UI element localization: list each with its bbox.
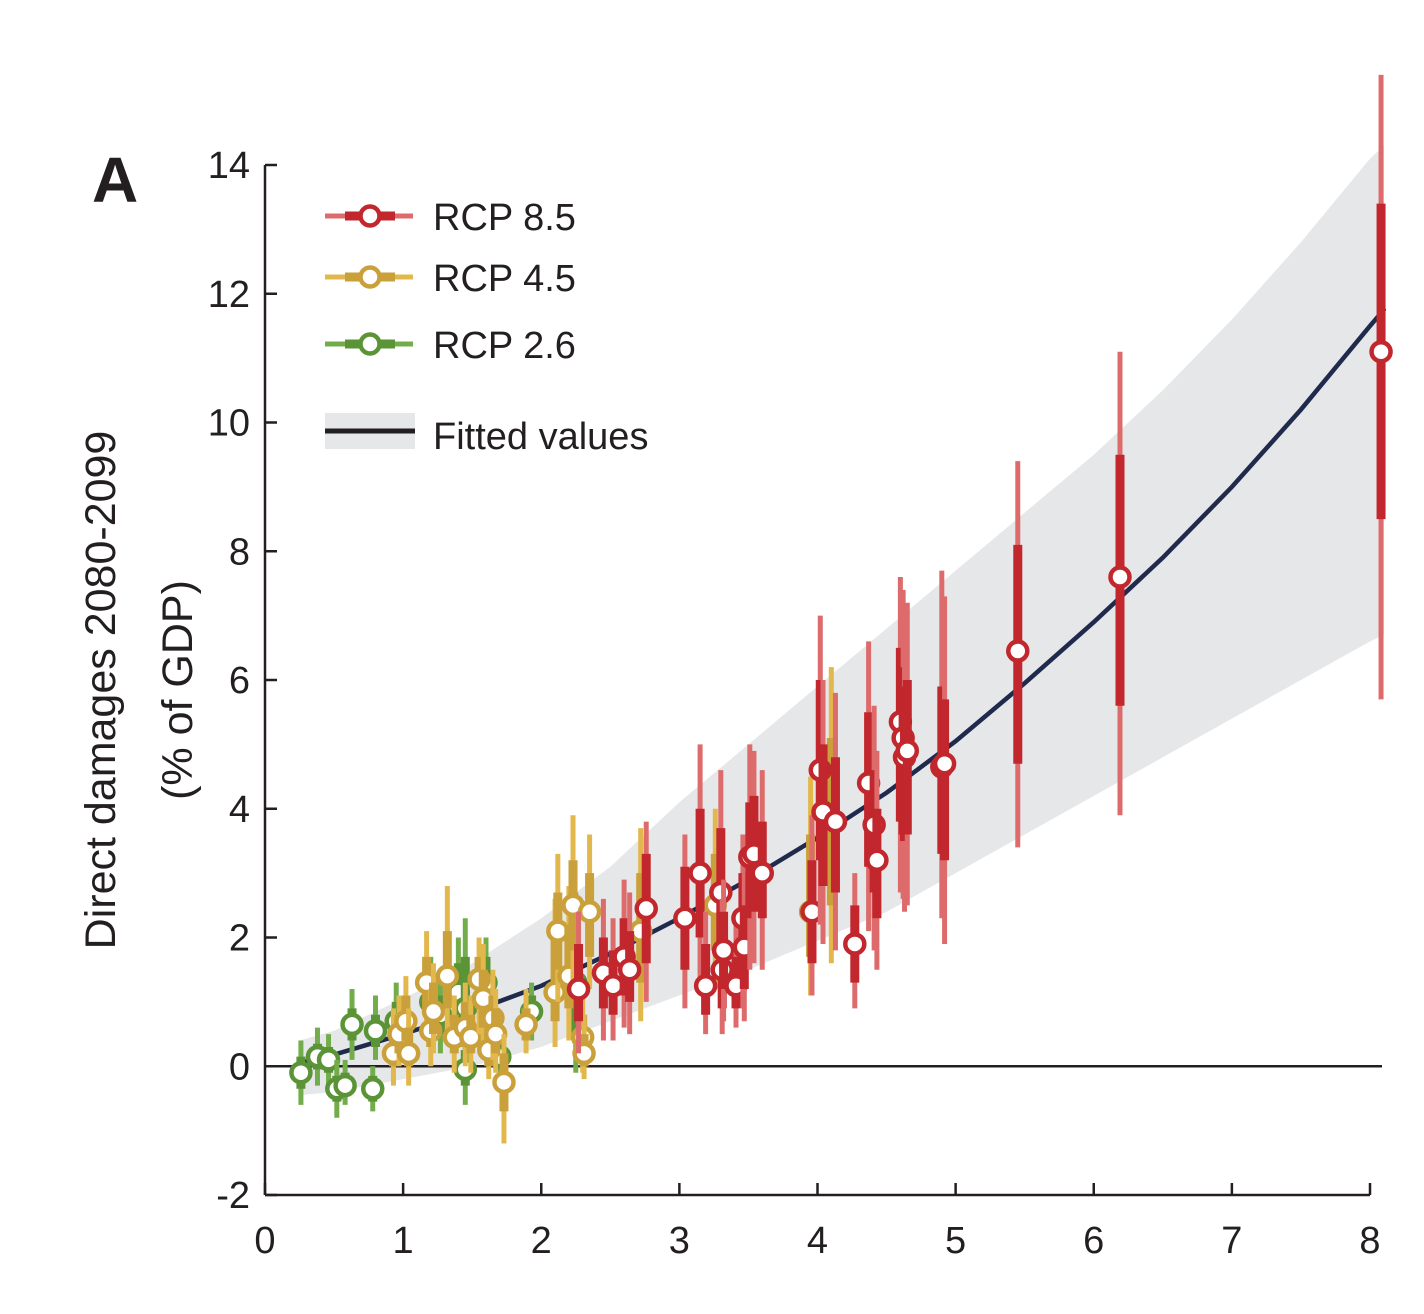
x-tick-label: 6 [1083, 1220, 1104, 1262]
data-point [435, 964, 460, 988]
data-point [865, 848, 889, 872]
data-point [340, 1012, 364, 1037]
data-point [750, 861, 774, 885]
data-point [492, 1070, 516, 1095]
data-point [421, 999, 446, 1024]
x-tick-label: 4 [807, 1220, 828, 1262]
data-point [843, 932, 867, 956]
x-tick-label: 1 [393, 1220, 414, 1262]
data-point [932, 751, 957, 776]
y-tick-label: 4 [229, 789, 250, 831]
legend-label: RCP 8.5 [433, 197, 576, 239]
y-tick-label: 14 [208, 145, 250, 187]
y-tick-label: -2 [216, 1175, 250, 1217]
data-point [634, 896, 658, 921]
x-tick-label: 3 [669, 1220, 690, 1262]
y-tick-label: 2 [229, 918, 250, 960]
x-tick-label: 2 [531, 1220, 552, 1262]
panel-label: A [92, 144, 138, 216]
data-point [693, 974, 718, 998]
legend-item-rcp-4-5: RCP 4.5 [325, 258, 576, 300]
legend-marker [358, 265, 382, 289]
series-rcp-8-5 [566, 74, 1393, 1054]
legend-item-rcp-2-6: RCP 2.6 [325, 325, 576, 367]
data-point [1108, 565, 1132, 589]
y-tick-label: 12 [208, 274, 250, 316]
x-tick-label: 7 [1221, 1220, 1242, 1262]
data-point [895, 739, 920, 763]
y-tick-label: 10 [208, 403, 250, 445]
y-axis-title: Direct damages 2080-2099 (% of GDP) [77, 431, 202, 950]
data-point [360, 1077, 385, 1101]
data-point [1006, 639, 1030, 663]
legend: RCP 8.5 RCP 4.5 RCP 2.6 Fitted values [325, 197, 648, 458]
y-axis-label: Direct damages 2080-2099 [77, 431, 125, 950]
legend-label: RCP 2.6 [433, 325, 576, 367]
y-axis-label-units: (% of GDP) [154, 580, 202, 800]
legend-item-rcp-8-5: RCP 8.5 [325, 197, 576, 239]
data-point [514, 1012, 538, 1037]
legend-label: Fitted values [433, 416, 648, 458]
data-point [396, 1041, 421, 1066]
x-tick-label: 8 [1359, 1220, 1380, 1262]
data-points-layer [289, 74, 1393, 1144]
y-tick-label: 0 [229, 1046, 250, 1088]
legend-item-fitted-values: Fitted values [325, 413, 648, 458]
x-tick-label: 5 [945, 1220, 966, 1262]
legend-label: RCP 4.5 [433, 258, 576, 300]
data-point [566, 977, 591, 1001]
data-point [289, 1060, 313, 1085]
x-tick-label: 0 [254, 1220, 275, 1262]
y-tick-label: 6 [229, 660, 250, 702]
data-point [673, 906, 697, 930]
data-point [617, 957, 642, 982]
data-point [363, 1019, 388, 1043]
data-point [688, 861, 712, 885]
data-point [823, 809, 848, 834]
data-point [577, 900, 602, 924]
y-tick-label: 8 [229, 531, 250, 573]
data-point [543, 980, 567, 1004]
data-point [333, 1073, 357, 1098]
legend-marker [358, 204, 382, 228]
data-point [1369, 339, 1393, 364]
data-point [459, 1025, 483, 1050]
legend-marker [358, 332, 382, 356]
data-point [711, 938, 736, 963]
